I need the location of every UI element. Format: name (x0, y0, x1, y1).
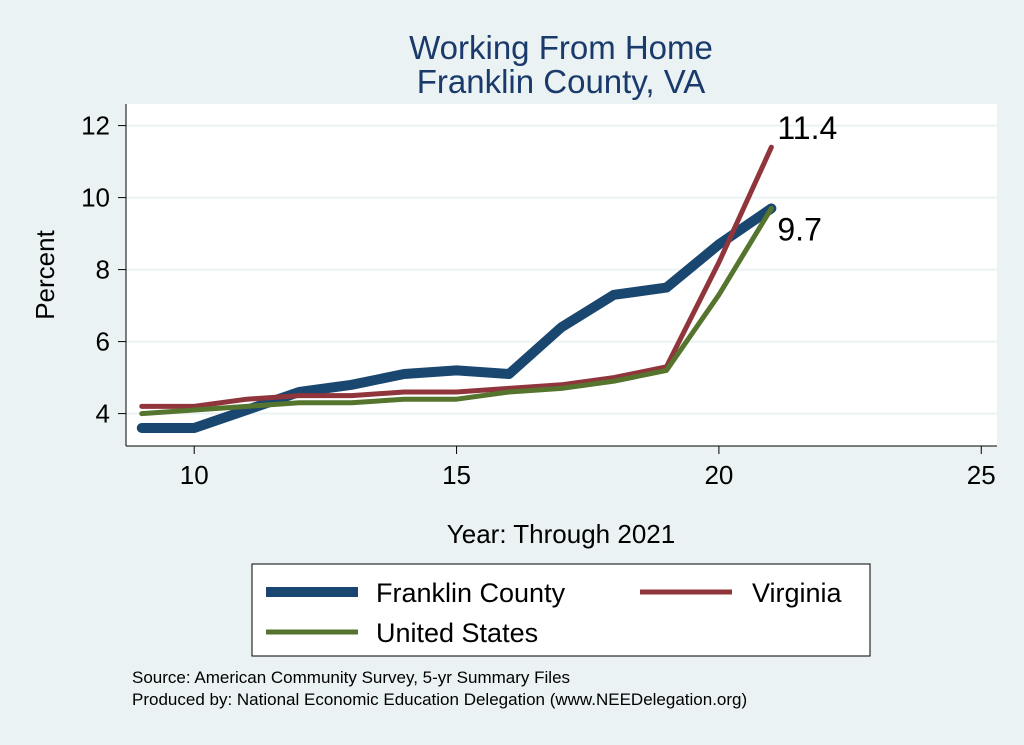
legend-label: United States (376, 618, 538, 648)
x-tick-label: 10 (180, 460, 209, 490)
y-axis-label: Percent (30, 229, 60, 319)
x-axis-label: Year: Through 2021 (447, 519, 675, 549)
legend-label: Virginia (752, 578, 843, 608)
produced-by-note: Produced by: National Economic Education… (132, 690, 748, 709)
x-tick-label: 25 (967, 460, 996, 490)
y-tick-label: 8 (96, 255, 110, 285)
x-tick-label: 15 (442, 460, 471, 490)
chart-subtitle: Franklin County, VA (417, 63, 706, 100)
end-value-label: 9.7 (777, 211, 821, 247)
y-tick-label: 12 (81, 111, 110, 141)
y-tick-label: 6 (96, 327, 110, 357)
source-note: Source: American Community Survey, 5-yr … (132, 668, 571, 687)
legend-box (251, 563, 871, 657)
y-tick-label: 4 (96, 399, 110, 429)
series-line-franklin-county (136, 203, 777, 433)
plot-area (126, 104, 997, 446)
series-line-united-states (139, 205, 774, 417)
legend-label: Franklin County (376, 578, 566, 608)
chart-title: Working From Home (409, 29, 713, 66)
end-value-label: 11.4 (777, 110, 837, 146)
x-tick-label: 20 (704, 460, 733, 490)
y-tick-label: 10 (81, 183, 110, 213)
